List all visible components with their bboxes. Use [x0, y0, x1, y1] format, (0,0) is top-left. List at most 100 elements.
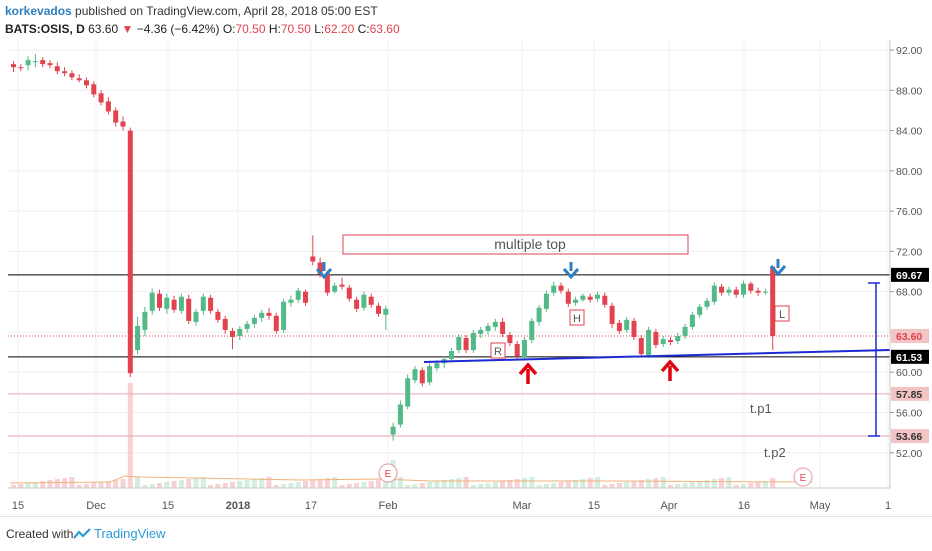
volume-bar	[638, 480, 644, 488]
volume-bar	[449, 479, 454, 488]
price-tag-label: 57.85	[896, 389, 922, 401]
volume-bar	[84, 484, 89, 488]
volume-bar	[405, 485, 411, 488]
volume-bar	[193, 478, 199, 488]
price-axis[interactable]: 92.0088.0084.0080.0076.0072.0068.0064.00…	[889, 40, 922, 488]
down-arrow-head-icon	[315, 268, 333, 280]
candle-body	[332, 285, 338, 292]
candle-body	[215, 311, 221, 320]
volume-bar	[244, 480, 250, 488]
volume-bar	[142, 485, 148, 488]
volume-bar	[237, 481, 243, 488]
ohlc-line: BATS:OSIS, D 63.60 ▼ −4.36 (−6.42%) O:70…	[5, 21, 905, 39]
candle-body	[251, 317, 257, 324]
price-tag-label: 63.60	[896, 331, 922, 343]
pattern-markers: multiple top R H Lt.p1 t.p2 E E	[315, 236, 813, 487]
high-label: H:	[268, 22, 281, 36]
volume-bar	[18, 484, 24, 488]
up-arrow-head-icon	[660, 359, 680, 373]
open-label: O:	[222, 22, 236, 36]
volume-bar	[602, 485, 608, 488]
volume-bar	[215, 484, 221, 488]
volume-bar	[470, 485, 476, 488]
volume-bar	[558, 482, 564, 488]
candle-body	[91, 84, 97, 95]
volume-bar	[668, 485, 673, 488]
candle-body	[193, 311, 199, 322]
candle-body	[127, 130, 133, 374]
close-label: C:	[357, 22, 370, 36]
volume-bar	[478, 484, 484, 488]
horizontal-levels[interactable]	[8, 274, 890, 437]
volume-bar	[595, 477, 600, 488]
volume-bar	[419, 483, 425, 488]
tradingview-link[interactable]: TradingView	[73, 525, 166, 541]
volume-bar	[368, 481, 374, 488]
author-link[interactable]: korkevados	[5, 4, 72, 18]
volume-bar	[40, 481, 46, 488]
volume-bar	[573, 480, 579, 488]
candle-body	[40, 60, 46, 65]
volume-bar	[711, 479, 717, 488]
candle-body	[135, 325, 141, 351]
x-tick-label: 15	[162, 500, 174, 512]
candle-body	[711, 285, 717, 302]
volume-bar	[317, 479, 323, 488]
time-axis[interactable]: 15 Dec 15 2018 17 Feb Mar 15 Apr 16 May 1	[8, 487, 891, 512]
x-tick-label: 1	[885, 500, 891, 512]
close-value: 63.60	[369, 22, 400, 36]
volume-bar	[631, 481, 637, 488]
y-tick-label: 88.00	[896, 85, 922, 97]
volume-bar	[281, 484, 287, 488]
candle-body	[25, 60, 31, 66]
price-tag	[891, 267, 929, 282]
candle-body	[733, 289, 739, 295]
candle-body	[376, 305, 381, 314]
candle-body	[638, 337, 644, 355]
candle-body	[178, 296, 184, 311]
candle-body	[120, 121, 126, 127]
candle-body	[405, 378, 411, 407]
price-tag-label: 69.67	[896, 270, 922, 282]
volume-bar	[47, 480, 53, 488]
candle-body	[682, 326, 688, 336]
volume-bar	[653, 478, 659, 488]
y-tick-label: 68.00	[896, 287, 922, 299]
candle-body	[616, 322, 622, 331]
candle-body	[346, 287, 352, 299]
volume-bar	[646, 479, 652, 488]
pattern-label-l: L	[779, 309, 785, 321]
volume-bar	[354, 483, 360, 488]
volume-bar	[624, 482, 630, 488]
volume-bar	[11, 485, 16, 488]
volume-bar	[186, 479, 192, 488]
volume-bar	[171, 481, 177, 488]
volume-bar	[500, 481, 506, 488]
candle-body	[354, 299, 360, 309]
volume-bar	[113, 480, 119, 488]
candle-body	[157, 293, 162, 308]
volume-bar	[230, 482, 235, 488]
candle-body	[186, 298, 192, 321]
pattern-label-box	[569, 309, 585, 326]
volume-bar	[675, 484, 681, 488]
candle-body	[602, 295, 608, 305]
symbol-label[interactable]: BATS:OSIS, D	[5, 22, 85, 36]
volume-bar	[609, 484, 615, 488]
price-chart[interactable]: multiple top R H Lt.p1 t.p2 E E 92.00 88.00 84.0…	[0, 0, 932, 516]
y-tick-label: 76.00	[896, 206, 922, 218]
x-tick-label: May	[810, 500, 831, 512]
neckline-trendline[interactable]	[423, 349, 891, 363]
candle-body	[113, 110, 119, 123]
x-tick-label: Apr	[660, 500, 677, 512]
volume-bar	[259, 478, 265, 488]
volume-bar	[733, 485, 739, 488]
candle-body	[551, 285, 557, 293]
drawings-layer[interactable]	[342, 234, 891, 437]
volume-bar	[324, 478, 330, 488]
x-tick-label: Mar	[513, 500, 532, 512]
annotation-box[interactable]	[342, 234, 689, 255]
candle-body	[281, 301, 287, 330]
candle-body	[383, 308, 389, 315]
volume-bar	[543, 484, 549, 488]
